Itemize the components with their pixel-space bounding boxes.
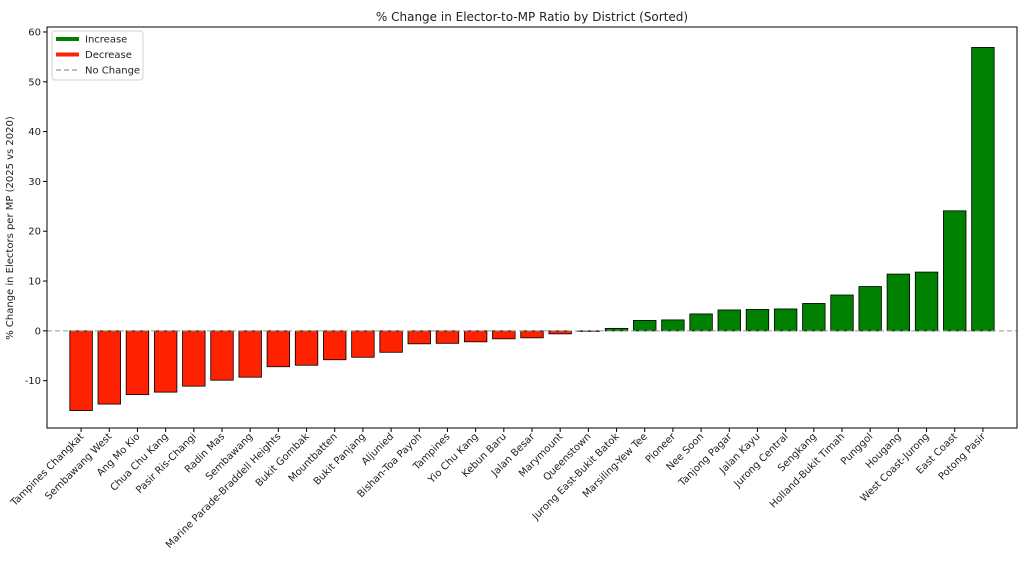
y-tick-label: 10 xyxy=(28,277,41,288)
bar xyxy=(971,47,995,332)
chart-title: % Change in Elector-to-MP Ratio by Distr… xyxy=(376,10,688,24)
bar xyxy=(492,330,516,340)
bar xyxy=(520,330,544,339)
legend: Increase Decrease No Change xyxy=(51,30,144,81)
bar xyxy=(435,330,460,344)
bar xyxy=(97,330,121,405)
bar xyxy=(802,303,826,332)
bar xyxy=(351,330,375,358)
bars xyxy=(69,47,995,411)
bar xyxy=(125,330,150,396)
bar xyxy=(773,308,798,332)
y-tick-label: 0 xyxy=(35,326,41,337)
bar xyxy=(238,330,262,378)
legend-label: No Change xyxy=(85,66,140,77)
legend-label: Increase xyxy=(85,35,127,46)
y-tick-label: 60 xyxy=(28,27,41,38)
bar xyxy=(153,330,178,393)
bar xyxy=(914,271,939,332)
bar xyxy=(463,330,488,343)
y-tick-label: 40 xyxy=(28,127,41,138)
bar xyxy=(745,309,770,332)
bar xyxy=(323,330,347,361)
bar xyxy=(661,319,685,332)
bar xyxy=(633,320,657,332)
bar xyxy=(576,330,601,332)
bar xyxy=(943,210,967,332)
bar xyxy=(294,330,319,366)
bar xyxy=(210,330,234,381)
legend-box xyxy=(51,30,144,81)
y-axis-label: % Change in Electors per MP (2025 vs 202… xyxy=(5,116,16,340)
bar xyxy=(830,294,854,332)
bar xyxy=(858,286,882,332)
bar xyxy=(266,330,291,368)
y-tick-label: 50 xyxy=(28,77,41,88)
bar xyxy=(407,330,431,345)
y-axis: -10 0 10 20 30 40 50 60 xyxy=(25,27,47,387)
bar xyxy=(182,330,206,387)
bar xyxy=(689,313,713,332)
bar xyxy=(886,273,911,332)
bar xyxy=(379,330,403,353)
y-tick-label: 30 xyxy=(28,177,41,188)
bar xyxy=(717,309,741,332)
bar xyxy=(69,330,93,411)
y-tick-label: -10 xyxy=(25,376,41,387)
legend-label: Decrease xyxy=(85,50,132,61)
y-tick-label: 20 xyxy=(28,227,41,238)
